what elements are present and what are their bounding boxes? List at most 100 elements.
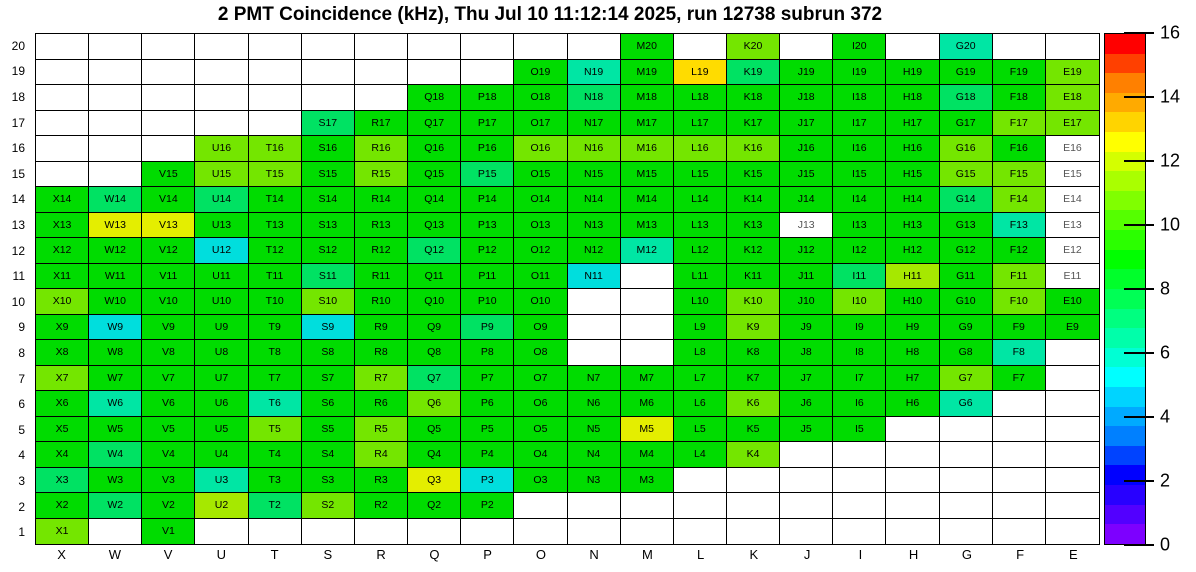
heatmap-cell: F14 — [992, 187, 1046, 213]
heatmap-cell: V1 — [142, 518, 196, 544]
heatmap-cell: G14 — [939, 187, 993, 213]
heatmap-cell: O9 — [514, 314, 568, 340]
heatmap-cell: O16 — [514, 136, 568, 162]
heatmap-cell: N19 — [567, 59, 621, 85]
heatmap-cell: H17 — [886, 110, 940, 136]
heatmap-cell: I19 — [833, 59, 887, 85]
heatmap-cell: Q15 — [408, 161, 462, 187]
heatmap-cell: T12 — [248, 238, 302, 264]
colorbar-band — [1105, 210, 1145, 231]
heatmap-cell: O12 — [514, 238, 568, 264]
heatmap-cell: E16 — [1045, 136, 1099, 162]
heatmap-cell: F12 — [992, 238, 1046, 264]
heatmap-cell — [195, 34, 249, 60]
heatmap-cell — [408, 34, 462, 60]
heatmap-cell: F13 — [992, 212, 1046, 238]
x-axis-label: K — [749, 547, 759, 562]
heatmap-cell — [89, 59, 143, 85]
heatmap-cell: R16 — [354, 136, 409, 162]
colorbar-band — [1105, 73, 1145, 93]
heatmap-cell — [408, 518, 462, 544]
colorbar-band — [1105, 406, 1145, 427]
colorbar-tick-label: 12 — [1160, 150, 1181, 171]
heatmap-cell — [886, 467, 940, 493]
y-axis-label: 19 — [11, 64, 25, 79]
heatmap-cell: X11 — [36, 263, 90, 289]
heatmap-cell: F16 — [992, 136, 1046, 162]
heatmap-cell: O14 — [514, 187, 568, 213]
heatmap-cell — [1045, 467, 1099, 493]
heatmap-cell: O11 — [514, 263, 568, 289]
heatmap-cell: X8 — [36, 340, 90, 366]
heatmap-cell — [886, 442, 940, 468]
heatmap-cell: F17 — [992, 110, 1046, 136]
heatmap-cell: V13 — [142, 212, 196, 238]
heatmap-cell: W10 — [89, 289, 143, 315]
heatmap-cell: U10 — [195, 289, 249, 315]
heatmap-cell: G18 — [939, 85, 993, 111]
heatmap-cell: M3 — [620, 467, 674, 493]
heatmap-cell — [939, 493, 993, 519]
heatmap-cell: X6 — [36, 391, 90, 417]
heatmap-cell: T10 — [248, 289, 302, 315]
heatmap-cell: H18 — [886, 85, 940, 111]
colorbar-band — [1105, 230, 1145, 250]
heatmap-cell: N7 — [567, 365, 621, 391]
colorbar — [1104, 33, 1146, 545]
heatmap-cell — [89, 110, 143, 136]
heatmap-cell: V8 — [142, 340, 196, 366]
heatmap-cell: I8 — [833, 340, 887, 366]
heatmap-cell: M7 — [620, 365, 674, 391]
heatmap-cell: K10 — [726, 289, 781, 315]
heatmap-cell: R17 — [354, 110, 409, 136]
heatmap-cell: E13 — [1045, 212, 1099, 238]
heatmap-cell: H9 — [886, 314, 940, 340]
heatmap-cell: L9 — [673, 314, 727, 340]
heatmap-cell: E17 — [1045, 110, 1099, 136]
heatmap-cell: T14 — [248, 187, 302, 213]
heatmap-cell — [673, 493, 727, 519]
heatmap-cell: X9 — [36, 314, 90, 340]
colorbar-band — [1105, 34, 1145, 54]
heatmap-cell: W14 — [89, 187, 143, 213]
x-axis-label: R — [376, 547, 386, 562]
heatmap-cell — [36, 136, 90, 162]
heatmap-cell: S11 — [301, 263, 355, 289]
heatmap-cell: H8 — [886, 340, 940, 366]
heatmap-cell: H16 — [886, 136, 940, 162]
heatmap-cell — [89, 161, 143, 187]
heatmap-cell: H19 — [886, 59, 940, 85]
heatmap-cell: K16 — [726, 136, 781, 162]
x-axis-label: T — [270, 547, 279, 562]
heatmap-cell: H6 — [886, 391, 940, 417]
heatmap-cell: N13 — [567, 212, 621, 238]
heatmap-cell — [1045, 365, 1099, 391]
colorbar-band — [1105, 465, 1145, 486]
heatmap-cell: J12 — [780, 238, 834, 264]
heatmap-cell: I16 — [833, 136, 887, 162]
y-axis-label: 13 — [11, 217, 25, 232]
heatmap-cell: L6 — [673, 391, 727, 417]
heatmap-cell: R5 — [354, 416, 409, 442]
heatmap-cell: S15 — [301, 161, 355, 187]
heatmap-cell — [726, 493, 781, 519]
heatmap-cell: T13 — [248, 212, 302, 238]
heatmap-cell: W11 — [89, 263, 143, 289]
heatmap-cell: F7 — [992, 365, 1046, 391]
heatmap-cell: E11 — [1045, 263, 1099, 289]
x-axis-label: U — [216, 547, 227, 562]
x-axis-label: V — [163, 547, 173, 562]
colorbar-tick-label: 14 — [1160, 86, 1181, 107]
heatmap-cell: L4 — [673, 442, 727, 468]
heatmap-cell: V3 — [142, 467, 196, 493]
heatmap-cell: J6 — [780, 391, 834, 417]
heatmap-cell — [886, 493, 940, 519]
heatmap-cell: P2 — [461, 493, 515, 519]
heatmap-cell — [780, 442, 834, 468]
heatmap-cell: N17 — [567, 110, 621, 136]
heatmap-cell: O3 — [514, 467, 568, 493]
heatmap-cell: E19 — [1045, 59, 1099, 85]
heatmap-cell: K4 — [726, 442, 781, 468]
heatmap-cell: G15 — [939, 161, 993, 187]
heatmap-cell: F19 — [992, 59, 1046, 85]
